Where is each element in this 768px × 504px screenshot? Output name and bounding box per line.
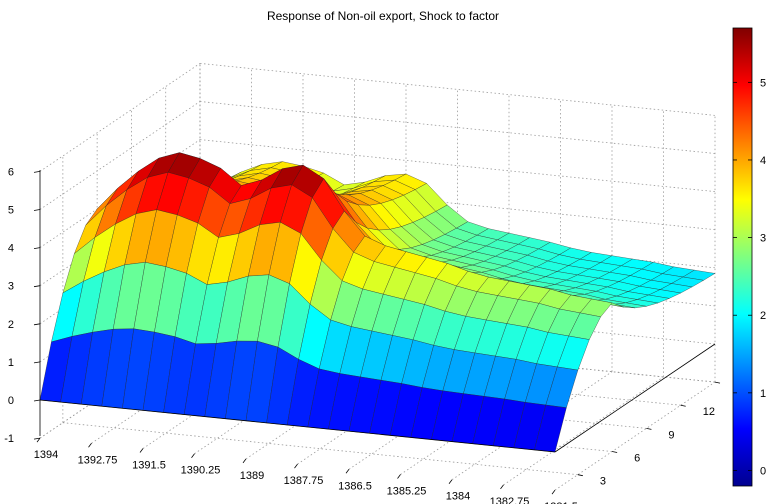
x-tick-mark	[551, 489, 556, 495]
x-tick-label: 1381.5	[544, 501, 578, 504]
colorbar-tick-label: 5	[760, 77, 766, 89]
z-tick-mark	[33, 247, 41, 249]
x-tick-mark	[397, 474, 401, 479]
chart-title: Response of Non-oil export, Shock to fac…	[267, 9, 499, 23]
z-tick-mark	[33, 399, 41, 402]
x-tick-mark	[242, 458, 247, 464]
z-tick-mark	[33, 437, 41, 440]
colorbar-gradient	[732, 27, 753, 487]
x-tick-label: 1392.75	[78, 454, 118, 466]
x-tick-label: 1391.5	[132, 460, 166, 472]
x-tick-label: 1394	[34, 449, 58, 461]
floor-grid-x	[554, 381, 716, 491]
x-tick-label: 1386.5	[338, 480, 372, 492]
side-grid-z	[39, 63, 201, 172]
x-tick-label: 1385.25	[387, 486, 427, 498]
colorbar-tick-label: 4	[760, 155, 766, 167]
x-tick-mark	[36, 437, 41, 443]
y-tick-label: 12	[703, 406, 715, 418]
colorbar-tick-label: 2	[760, 310, 766, 322]
y-tick-label: 6	[634, 453, 640, 465]
x-tick-mark	[88, 443, 92, 448]
y-tick-mark	[612, 451, 618, 453]
z-tick-label: 0	[8, 395, 14, 407]
y-axis-line	[554, 343, 716, 453]
y-tick-mark	[714, 381, 721, 384]
axes	[39, 170, 716, 453]
x-tick-label: 1384	[446, 491, 470, 503]
x-tick-mark	[139, 448, 144, 453]
x-tick-label: 1382.75	[490, 496, 530, 504]
x-tick-mark	[191, 453, 195, 458]
y-tick-mark	[577, 474, 583, 477]
z-tick-label: 1	[8, 357, 14, 369]
side-grid-z	[39, 101, 201, 210]
x-tick-mark	[448, 479, 453, 484]
x-axis-line	[39, 399, 556, 453]
x-tick-mark	[294, 463, 298, 469]
y-tick-label: 3	[600, 476, 606, 488]
x-tick-label: 1389	[240, 470, 264, 482]
colorbar-ticks: 0 1 2 3 4 5	[733, 77, 766, 477]
z-tick-mark	[33, 209, 41, 211]
z-tick-label: 6	[8, 166, 14, 178]
z-tick-label: 3	[8, 281, 14, 293]
y-tick-mark	[680, 404, 686, 407]
z-tick-mark	[33, 171, 41, 173]
y-tick-label: 9	[668, 429, 674, 441]
axis-ticks: 1394 1392.75 1391.5 1390.25 1389 1387.75 1386.…	[4, 166, 743, 504]
z-tick-mark	[33, 361, 41, 364]
z-tick-label: -1	[4, 433, 14, 445]
colorbar-tick-label: 3	[760, 233, 766, 245]
colorbar: 0 1 2 3 4 5	[732, 27, 766, 487]
z-tick-label: 5	[8, 205, 14, 217]
z-tick-label: 4	[8, 243, 14, 255]
surface-plot	[39, 152, 716, 453]
x-tick-mark	[500, 484, 504, 490]
z-tick-mark	[33, 323, 41, 326]
z-tick-label: 2	[8, 319, 14, 331]
y-tick-mark	[646, 427, 652, 430]
x-tick-label: 1387.75	[284, 475, 324, 487]
x-tick-label: 1390.25	[181, 465, 221, 477]
x-tick-mark	[345, 469, 350, 474]
colorbar-tick-label: 1	[760, 388, 766, 400]
floor-grid-x	[503, 376, 664, 486]
z-tick-mark	[33, 285, 41, 288]
colorbar-tick-label: 0	[760, 465, 766, 477]
